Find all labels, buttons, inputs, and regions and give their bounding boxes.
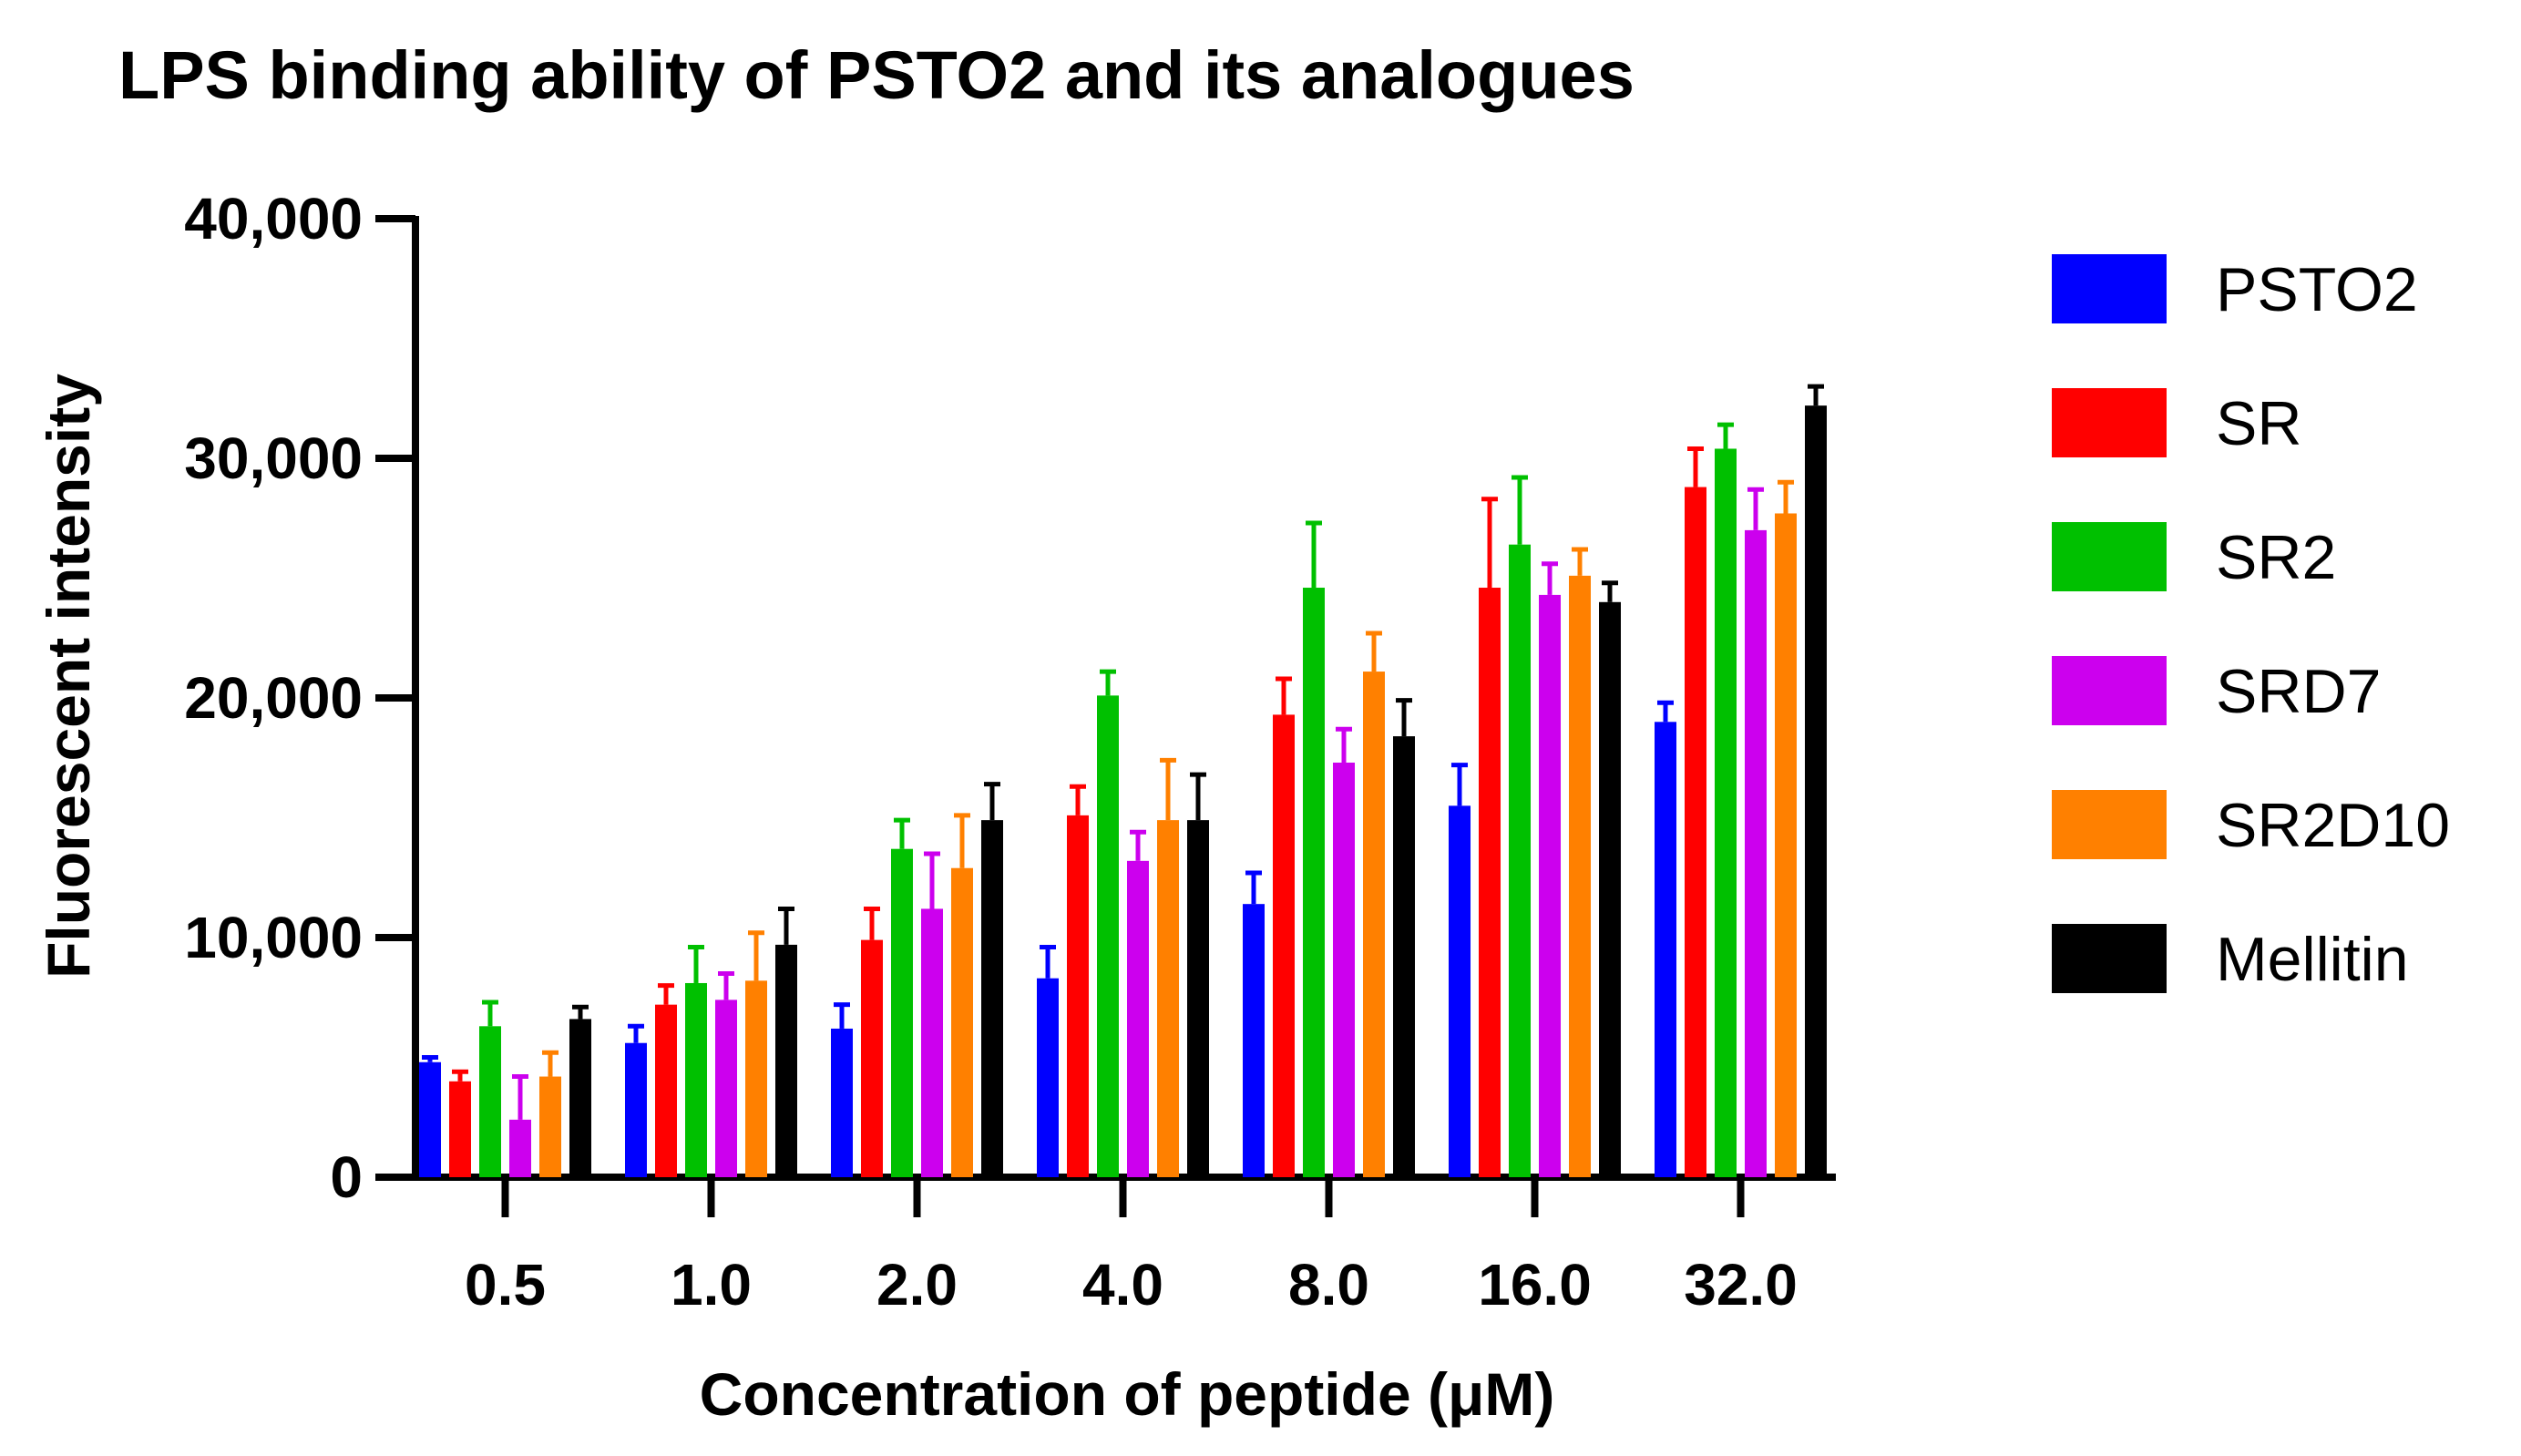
bar	[775, 944, 797, 1177]
legend-swatch	[2052, 656, 2167, 725]
bar	[1509, 544, 1531, 1177]
bar	[1449, 805, 1471, 1177]
bar	[1479, 588, 1501, 1177]
legend-swatch	[2052, 790, 2167, 859]
bars-group	[419, 384, 1827, 1178]
bar	[1775, 513, 1797, 1177]
bar	[745, 980, 767, 1177]
y-tick-label: 10,000	[184, 905, 363, 970]
y-tick-label: 30,000	[184, 426, 363, 491]
legend-swatch	[2052, 388, 2167, 457]
bar	[1097, 695, 1119, 1177]
bar	[1393, 736, 1415, 1177]
bar	[479, 1026, 501, 1177]
bar	[1333, 763, 1355, 1177]
x-tick-label: 4.0	[1082, 1252, 1163, 1318]
bar	[1745, 529, 1767, 1177]
bar	[1685, 487, 1706, 1177]
y-axis-label: Fluorescent intensity	[35, 374, 102, 979]
bar	[1805, 405, 1827, 1177]
legend-swatch	[2052, 924, 2167, 993]
bar	[1273, 714, 1295, 1177]
bar	[1037, 978, 1059, 1177]
bar	[981, 820, 1003, 1177]
bar	[951, 867, 973, 1177]
y-axis: 0 10,000 20,000 30,000 40,000	[184, 186, 419, 1210]
x-tick-label: 16.0	[1478, 1252, 1592, 1318]
y-tick-label: 0	[330, 1144, 363, 1210]
bar	[715, 1000, 737, 1177]
legend-label: Mellitin	[2216, 925, 2409, 994]
y-tick-label: 40,000	[184, 186, 363, 251]
legend-label: SRD7	[2216, 657, 2381, 726]
x-tick-label: 1.0	[671, 1252, 752, 1318]
x-tick-label: 0.5	[465, 1252, 546, 1318]
bar	[569, 1019, 591, 1177]
bar	[655, 1004, 677, 1177]
bar	[1067, 815, 1089, 1177]
legend-label: SR2	[2216, 523, 2336, 592]
bar	[1599, 601, 1621, 1177]
legend-swatch	[2052, 522, 2167, 591]
bar	[1243, 904, 1265, 1177]
legend-label: PSTO2	[2216, 255, 2418, 324]
bar	[1539, 594, 1561, 1177]
x-axis-label: Concentration of peptide (μM)	[700, 1360, 1555, 1428]
x-axis: 0.5 1.0 2.0 4.0 8.0 16.0 32.0	[412, 1174, 1836, 1318]
chart-title: LPS binding ability of PSTO2 and its ana…	[118, 37, 1635, 113]
legend: PSTO2 SR SR2 SRD7 SR2D10 Mellitin	[2052, 254, 2450, 994]
bar	[891, 848, 913, 1177]
bar	[1655, 722, 1676, 1177]
x-tick-label: 2.0	[876, 1252, 958, 1318]
bar	[685, 982, 707, 1177]
bar	[539, 1076, 561, 1177]
bar	[1187, 820, 1209, 1177]
y-tick-label: 20,000	[184, 665, 363, 731]
bar	[1715, 448, 1737, 1178]
x-tick-label: 8.0	[1288, 1252, 1369, 1318]
bar	[509, 1119, 531, 1177]
x-tick-label: 32.0	[1684, 1252, 1798, 1318]
bar	[449, 1081, 471, 1177]
bar	[921, 908, 943, 1177]
bar	[419, 1061, 441, 1177]
bar	[1569, 575, 1591, 1177]
bar	[1363, 672, 1385, 1177]
bar	[861, 939, 883, 1177]
legend-label: SR	[2216, 389, 2301, 458]
bar	[1303, 588, 1325, 1177]
bar	[1127, 860, 1149, 1177]
legend-swatch	[2052, 254, 2167, 323]
bar	[831, 1028, 853, 1177]
bar	[1157, 820, 1179, 1177]
bar	[625, 1042, 647, 1177]
legend-label: SR2D10	[2216, 791, 2450, 860]
